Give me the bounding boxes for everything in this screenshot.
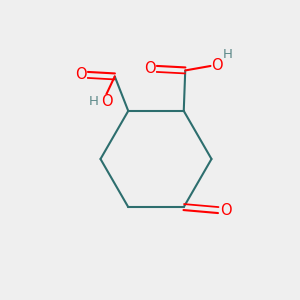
Text: O: O <box>212 58 223 74</box>
Text: O: O <box>144 61 156 76</box>
Text: H: H <box>89 95 99 108</box>
Text: O: O <box>220 202 232 217</box>
Text: O: O <box>101 94 112 110</box>
Text: H: H <box>223 48 233 61</box>
Text: O: O <box>75 68 87 82</box>
